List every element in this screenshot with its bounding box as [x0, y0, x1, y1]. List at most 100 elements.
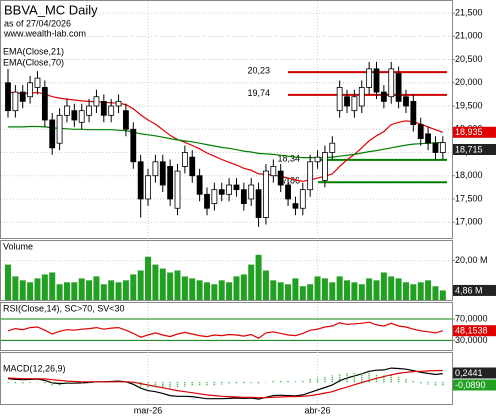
volume-bar [100, 284, 107, 300]
volume-bar [122, 280, 129, 300]
candle-body [145, 175, 151, 200]
volume-bar [5, 264, 11, 300]
candle-body [373, 68, 380, 93]
candle-body [417, 124, 424, 139]
candle-body [395, 73, 402, 102]
candle-body [233, 184, 240, 191]
ema-line [7, 91, 444, 182]
value-box-label: -0,0890 [455, 380, 486, 390]
volume-bar [388, 276, 395, 300]
volume-bar [321, 278, 328, 300]
volume-bar [27, 282, 34, 300]
volume-bar [159, 268, 166, 300]
volume-bar [218, 280, 225, 300]
value-box [453, 144, 496, 156]
volume-bar [285, 284, 292, 300]
candle-body [218, 189, 225, 195]
value-box [453, 126, 496, 138]
pane-title: MACD(12,26,9) [3, 363, 66, 373]
volume-bar [425, 280, 432, 300]
volume-bar [93, 276, 100, 300]
candle-body [86, 105, 92, 116]
volume-bar [248, 264, 255, 300]
y-tick-label: 20,500 [455, 54, 483, 64]
candle-body [277, 170, 284, 186]
volume-bar [366, 278, 373, 300]
volume-bar [240, 274, 247, 300]
volume-bar [336, 276, 343, 300]
candle-body [137, 161, 144, 200]
candle-body [56, 114, 63, 144]
candle-body [100, 100, 107, 116]
volume-bar [410, 284, 417, 300]
volume-bar [34, 278, 41, 300]
candle-body [41, 87, 48, 121]
rsi-line [7, 321, 443, 340]
volume-bar [49, 272, 56, 300]
value-box-label: 18,935 [455, 127, 483, 137]
candle-body [108, 105, 115, 116]
macd-line [7, 367, 443, 400]
y-tick-label: 19,500 [455, 100, 483, 110]
volume-bar [181, 276, 188, 300]
x-tick-label: mar-26 [134, 405, 163, 415]
candle-body [366, 68, 373, 88]
volume-bar [329, 282, 336, 300]
candle-body [240, 189, 247, 205]
candle-body [299, 189, 306, 209]
value-box-label: 4,86 M [455, 285, 483, 295]
candle-body [27, 82, 34, 98]
volume-bar [71, 282, 78, 300]
volume-bar [78, 278, 85, 300]
candle-body [329, 142, 336, 153]
candle-body [432, 142, 439, 153]
value-box [453, 367, 496, 379]
candle-body [78, 110, 85, 123]
volume-bar [108, 280, 115, 300]
value-box [453, 284, 496, 296]
volume-bar [270, 280, 277, 300]
rsi-pane [0, 302, 453, 351]
volume-bar [226, 282, 233, 300]
volume-bar [255, 254, 262, 300]
volume-bar [211, 284, 218, 300]
level-label: 17,86 [277, 176, 300, 186]
volume-bar [373, 280, 380, 300]
candle-body [123, 110, 129, 130]
volume-bar [137, 270, 144, 300]
volume-bar [358, 284, 365, 300]
candle-body [226, 184, 233, 195]
value-box-label: 0,2441 [455, 368, 483, 378]
y-tick-label: 21,000 [455, 31, 483, 41]
volume-bar [41, 274, 48, 300]
volume-bar [203, 282, 210, 300]
candle-body [189, 156, 196, 177]
value-box [453, 379, 496, 391]
candle-body [292, 203, 299, 209]
candle-body [358, 87, 365, 107]
volume-bar [174, 270, 181, 300]
candle-body [307, 161, 314, 191]
volume-bar [152, 264, 159, 300]
candle-body [336, 87, 343, 112]
macd-line [7, 369, 443, 399]
candle-body [314, 156, 321, 163]
volume-bar [314, 276, 321, 300]
pane-title: RSI(Close,14), SC>70, SV<30 [3, 303, 125, 313]
volume-bar [115, 282, 122, 300]
volume-bar [19, 280, 26, 300]
value-box-label: 48,1538 [455, 326, 488, 336]
candle-body [425, 133, 431, 144]
volume-bar [417, 282, 424, 300]
volume-bar [402, 282, 409, 300]
volume-bar [351, 282, 358, 300]
candle-body [167, 166, 174, 200]
candle-body [388, 68, 395, 98]
level-label: 20,23 [247, 65, 270, 75]
volume-bar [189, 278, 196, 300]
level-label: 18,34 [277, 153, 300, 163]
volume-bar [130, 274, 137, 300]
volume-bar [344, 280, 351, 300]
ema-line [8, 125, 443, 159]
